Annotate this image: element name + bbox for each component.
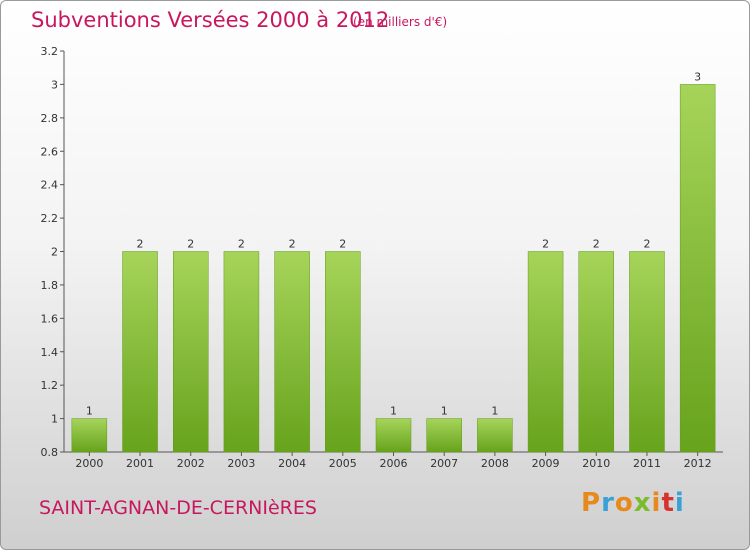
y-tick-label: 1.4 (41, 346, 59, 359)
bar-2007[interactable] (426, 418, 462, 453)
x-tick-label-2004: 2004 (278, 457, 306, 470)
y-tick-label: 2.4 (41, 179, 59, 192)
y-tick-label: 0.8 (41, 446, 59, 459)
logo-letter: x (633, 488, 652, 518)
logo-letter: o (614, 488, 634, 518)
y-tick-label: 2.6 (41, 145, 59, 158)
x-tick-label-2006: 2006 (380, 457, 408, 470)
x-tick-label-2002: 2002 (177, 457, 205, 470)
y-tick-label: 2.2 (41, 212, 59, 225)
bars (71, 84, 716, 453)
y-tick-label: 1 (51, 413, 58, 426)
x-tick-label-2001: 2001 (126, 457, 154, 470)
y-tick-label: 3 (51, 78, 58, 91)
logo-letter: r (601, 488, 615, 518)
axes: 0.8 1 1.2 1.4 1.6 1.8 2 2.2 2.4 2.6 2.8 3 3.2 2000 200… (41, 45, 723, 470)
bar-2001[interactable] (122, 251, 158, 453)
data-label-2009: 2 (542, 238, 549, 251)
bar-2000[interactable] (71, 418, 108, 453)
x-tick-label-2012: 2012 (684, 457, 712, 470)
proxiti-logo[interactable]: Proxiti (581, 488, 685, 518)
data-label-2001: 2 (137, 238, 144, 251)
x-tick-label-2011: 2011 (633, 457, 661, 470)
logo-letter: t (661, 488, 675, 518)
bar-2012[interactable] (679, 84, 716, 453)
bar-2006[interactable] (375, 418, 412, 453)
bar-2008[interactable] (477, 418, 513, 453)
logo-letter: P (581, 488, 602, 518)
y-tick-label: 1.2 (41, 379, 59, 392)
data-label-2003: 2 (238, 238, 245, 251)
data-labels: 1 2 2 2 2 2 1 1 1 2 2 2 3 (86, 70, 701, 417)
x-tick-label-2003: 2003 (227, 457, 255, 470)
x-tick-label-2005: 2005 (329, 457, 357, 470)
x-tick-label-2009: 2009 (532, 457, 560, 470)
x-tick-label-2010: 2010 (582, 457, 610, 470)
logo-letter: i (651, 488, 662, 518)
data-label-2005: 2 (339, 238, 346, 251)
y-tick-label: 3.2 (41, 45, 59, 58)
logo-letter: i (674, 488, 685, 518)
bar-2011[interactable] (629, 251, 665, 453)
chart-subtitle: (en milliers d'€) (353, 15, 448, 29)
data-label-2004: 2 (289, 238, 296, 251)
x-tick-label-2007: 2007 (430, 457, 458, 470)
y-tick-label: 2.8 (41, 112, 59, 125)
y-tick-label: 1.6 (41, 312, 59, 325)
bar-2003[interactable] (223, 251, 260, 453)
data-label-2000: 1 (86, 405, 93, 418)
bar-2005[interactable] (325, 251, 361, 453)
x-tick-label-2008: 2008 (481, 457, 509, 470)
data-label-2002: 2 (187, 238, 194, 251)
data-label-2012: 3 (694, 70, 701, 83)
y-tick-label: 1.8 (41, 279, 59, 292)
data-label-2006: 1 (390, 405, 397, 418)
data-label-2011: 2 (643, 238, 650, 251)
bar-2009[interactable] (527, 251, 564, 453)
chart-title: Subventions Versées 2000 à 2012 (31, 8, 390, 32)
bar-2010[interactable] (578, 251, 615, 453)
x-tick-label-2000: 2000 (75, 457, 103, 470)
commune-name: SAINT-AGNAN-DE-CERNIèRES (39, 497, 317, 519)
data-label-2008: 1 (491, 405, 498, 418)
data-label-2007: 1 (441, 405, 448, 418)
data-label-2010: 2 (593, 238, 600, 251)
y-tick-label: 2 (51, 246, 58, 259)
bar-2004[interactable] (274, 251, 310, 453)
bar-2002[interactable] (172, 251, 209, 453)
